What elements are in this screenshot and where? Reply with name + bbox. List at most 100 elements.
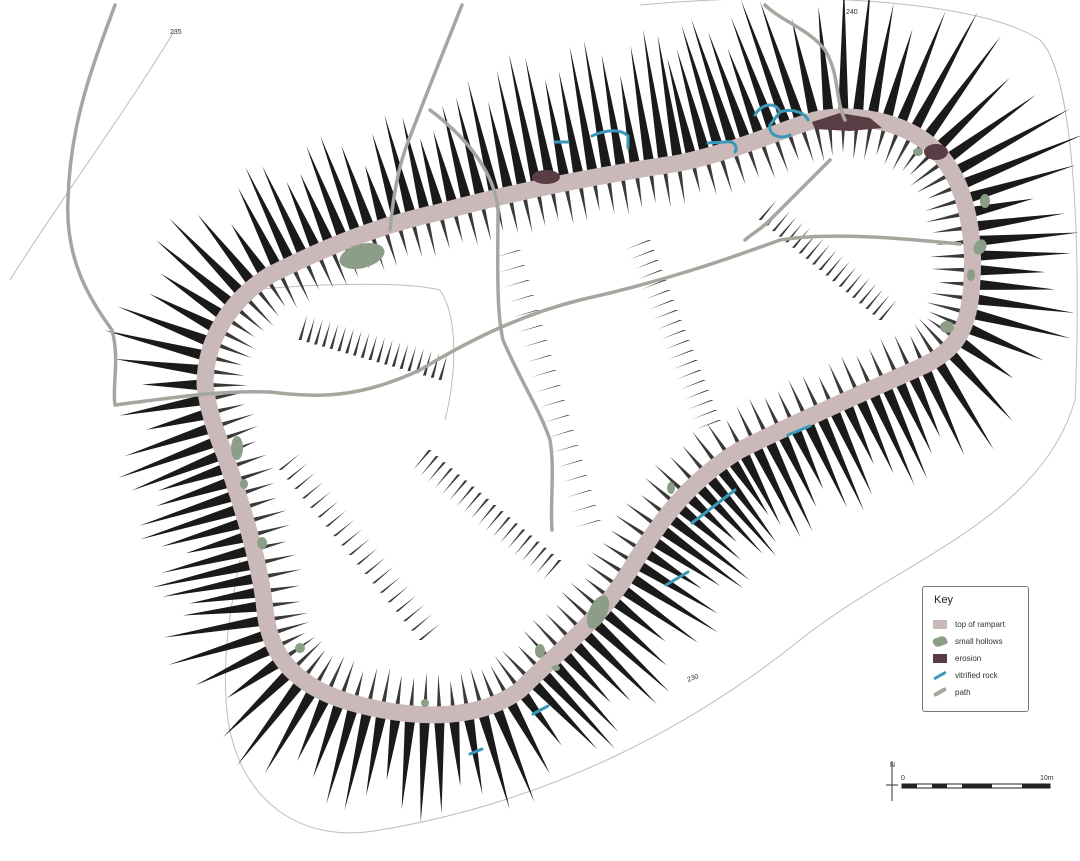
key-item-rampart: top of rampart <box>933 617 1005 631</box>
inner-hachure <box>656 320 683 330</box>
outer-hachure <box>922 370 965 456</box>
outer-hachure <box>552 662 619 732</box>
inner-hachure <box>280 276 298 309</box>
outer-hachure <box>262 166 306 254</box>
outer-hachure <box>657 34 682 157</box>
inner-hachure <box>319 258 334 289</box>
inner-hachure <box>720 159 733 194</box>
contour-label: 240 <box>846 9 858 16</box>
inner-hachure <box>691 410 718 420</box>
outer-hachure <box>759 1 804 119</box>
hollow <box>240 479 248 489</box>
outer-hachure <box>974 309 1071 339</box>
inner-hachure <box>231 320 255 338</box>
inner-hachure <box>257 524 291 536</box>
inner-hachure <box>891 139 911 172</box>
inner-hachure <box>555 604 578 627</box>
outer-hachure <box>525 57 555 179</box>
inner-hachure <box>552 445 580 453</box>
outer-hachure <box>104 330 202 360</box>
inner-hachure <box>537 195 546 227</box>
outer-hachure <box>117 306 207 345</box>
outer-hachure <box>661 527 744 589</box>
inner-hachure <box>395 595 417 612</box>
inner-hachure <box>514 535 533 556</box>
inner-hachure <box>492 517 511 538</box>
inner-hachure <box>931 267 965 272</box>
inner-hachure <box>329 323 339 349</box>
inner-hachure <box>691 430 715 460</box>
outer-hachure <box>464 718 483 795</box>
inner-hachure <box>530 370 558 378</box>
outer-hachure <box>678 505 742 560</box>
inner-hachure <box>543 560 562 580</box>
outer-hachure <box>977 213 1065 231</box>
inner-hachure <box>213 369 245 376</box>
inner-hachure <box>276 621 310 634</box>
outer-hachure <box>312 705 343 778</box>
inner-hachure <box>467 211 479 246</box>
outer-hachure <box>853 0 870 111</box>
outer-hachure <box>433 130 457 202</box>
outer-hachure <box>139 492 232 526</box>
outer-hachure <box>569 46 598 171</box>
inner-hachure <box>501 650 527 676</box>
inner-hachure <box>876 129 886 156</box>
outer-hachure <box>925 36 1001 138</box>
key-item-label: path <box>955 687 971 697</box>
inner-hachure <box>298 315 308 340</box>
outer-hachure <box>670 516 750 581</box>
inner-hachure <box>825 255 844 276</box>
inner-hachure <box>593 184 600 212</box>
inner-hachure <box>360 332 370 358</box>
outer-hachure <box>740 0 790 124</box>
inner-hachure <box>930 293 963 300</box>
inner-hachure <box>788 135 800 162</box>
outer-hachure <box>197 214 254 283</box>
hollow <box>257 537 267 549</box>
outer-hachure <box>160 273 222 318</box>
inner-hachure <box>927 187 953 199</box>
outer-hachure <box>687 495 738 543</box>
vitrified-rock-line <box>664 570 690 587</box>
inner-hachure <box>856 355 871 383</box>
outer-hachure <box>979 279 1056 290</box>
inner-hachure <box>387 585 409 603</box>
outer-hachure <box>681 24 723 147</box>
inner-hachure <box>564 190 574 225</box>
inner-hachure <box>570 505 598 513</box>
inner-hachure <box>682 445 703 470</box>
outer-hachure <box>401 721 415 810</box>
outer-hachure <box>980 250 1072 261</box>
inner-hachure <box>281 632 306 646</box>
key-item-label: erosion <box>955 653 982 663</box>
outer-hachure <box>161 546 248 573</box>
inner-hachure <box>490 665 507 692</box>
inner-hachure <box>909 335 923 360</box>
inner-hachure <box>777 390 792 419</box>
inner-hachure <box>614 514 645 536</box>
inner-hachure <box>607 182 615 215</box>
inner-hachure <box>440 219 450 250</box>
scale-start-label: 0 <box>901 775 905 782</box>
inner-hachure <box>925 212 960 223</box>
inner-hachure <box>507 529 526 550</box>
inner-hachure <box>226 425 259 440</box>
inner-hachure <box>828 363 844 395</box>
outer-hachure <box>818 5 834 111</box>
inner-hachure <box>512 310 540 318</box>
key-item-path: path <box>932 685 971 699</box>
outer-hachure <box>341 145 374 226</box>
inner-hachure <box>434 468 454 489</box>
outer-hachure <box>320 135 360 231</box>
outer-hachure <box>957 108 1071 174</box>
inner-hachure <box>268 283 286 308</box>
inner-hachure <box>557 460 584 468</box>
inner-hachure <box>463 492 483 513</box>
outer-hachure <box>730 17 777 129</box>
inner-hachure <box>422 350 432 376</box>
inner-hachure <box>938 281 964 286</box>
inner-hachure <box>853 125 859 160</box>
vitrified-rock-line <box>531 704 550 716</box>
inner-hachure <box>212 383 248 388</box>
